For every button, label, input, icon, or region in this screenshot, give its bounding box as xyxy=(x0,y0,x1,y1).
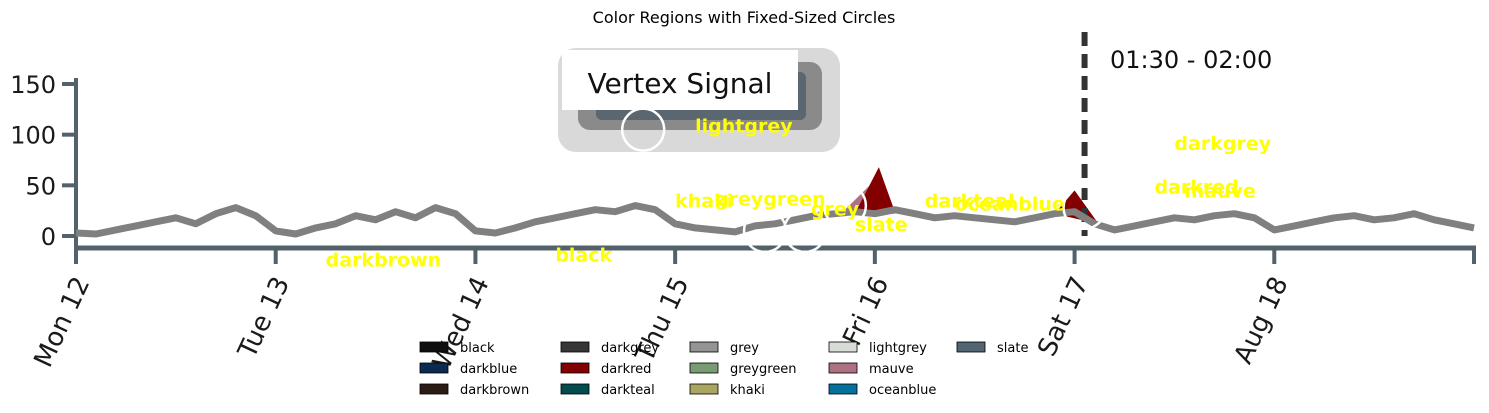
legend-label: black xyxy=(460,341,495,356)
fixed-circle xyxy=(822,183,868,228)
legend-swatch xyxy=(828,341,858,353)
legend-label: darkred xyxy=(601,362,651,377)
x-tick-label: Mon 12 xyxy=(29,272,97,372)
y-tick-label: 0 xyxy=(41,223,56,251)
legend-swatch xyxy=(689,383,719,395)
fixed-circle xyxy=(1062,185,1107,230)
legend-label: greygreen xyxy=(730,362,797,377)
y-tick-label: 50 xyxy=(25,172,56,200)
inset-label-box xyxy=(562,50,798,110)
fixed-circle xyxy=(742,208,788,254)
fixed-circle xyxy=(620,107,666,152)
legend-swatch xyxy=(828,362,858,374)
time-annotation: 01:30 - 02:00 xyxy=(1110,46,1272,74)
x-tick-label: Sat 17 xyxy=(1032,272,1095,361)
circles-layer xyxy=(620,107,1107,254)
region-annotation: oceanblue xyxy=(955,194,1065,216)
region-annotation: mauve xyxy=(1184,180,1255,202)
x-tick-label: Tue 13 xyxy=(232,272,296,363)
legend-swatch xyxy=(419,341,449,353)
legend-swatch xyxy=(828,383,858,395)
legend-swatch xyxy=(560,383,590,395)
fixed-circle xyxy=(782,208,828,254)
legend-label: grey xyxy=(730,341,759,356)
y-tick-label: 150 xyxy=(10,71,56,99)
region-annotation: darkbrown xyxy=(326,249,442,271)
region-annotation: grey xyxy=(811,199,860,221)
legend-label: lightgrey xyxy=(869,341,927,356)
legend-label: mauve xyxy=(869,362,914,377)
x-tick-label: Fri 16 xyxy=(837,272,895,350)
region-annotation: darkred xyxy=(1154,176,1238,198)
time-annotation-group: 01:30 - 02:00 xyxy=(1110,46,1272,74)
series-layer xyxy=(75,202,1475,238)
legend-swatch xyxy=(419,362,449,374)
region-annotation: khaki xyxy=(675,191,733,213)
legend-label: darkbrown xyxy=(460,383,529,398)
x-tick-label: Wed 14 xyxy=(427,272,496,374)
legend-label: darkblue xyxy=(460,362,517,377)
legend-label: khaki xyxy=(730,383,765,398)
legend-label: darkgrey xyxy=(601,341,659,356)
legend-swatch xyxy=(419,383,449,395)
region-annotation: black xyxy=(555,244,612,266)
legend-swatch xyxy=(956,341,986,353)
y-tick-label: 100 xyxy=(10,122,56,150)
region-annotation: lightgrey xyxy=(695,116,793,138)
region-annotation: darkteal xyxy=(925,191,1015,213)
legend-label: slate xyxy=(997,341,1028,356)
legend-swatch xyxy=(689,362,719,374)
legend-swatch xyxy=(560,341,590,353)
legend: black darkblue darkbrown darkgrey darkred dar… xyxy=(419,341,1028,398)
legend-label: oceanblue xyxy=(869,383,936,398)
x-tick-label: Aug 18 xyxy=(1229,272,1295,368)
chart-title: Color Regions with Fixed-Sized Circles xyxy=(593,8,896,27)
legend-swatch xyxy=(560,362,590,374)
region-annotation: darkgrey xyxy=(1174,133,1271,155)
inset-label: Vertex Signal xyxy=(588,67,773,100)
legend-swatch xyxy=(689,341,719,353)
region-annotation: slate xyxy=(855,214,908,236)
region-annotation: greygreen xyxy=(715,189,826,211)
legend-label: darkteal xyxy=(601,383,655,398)
